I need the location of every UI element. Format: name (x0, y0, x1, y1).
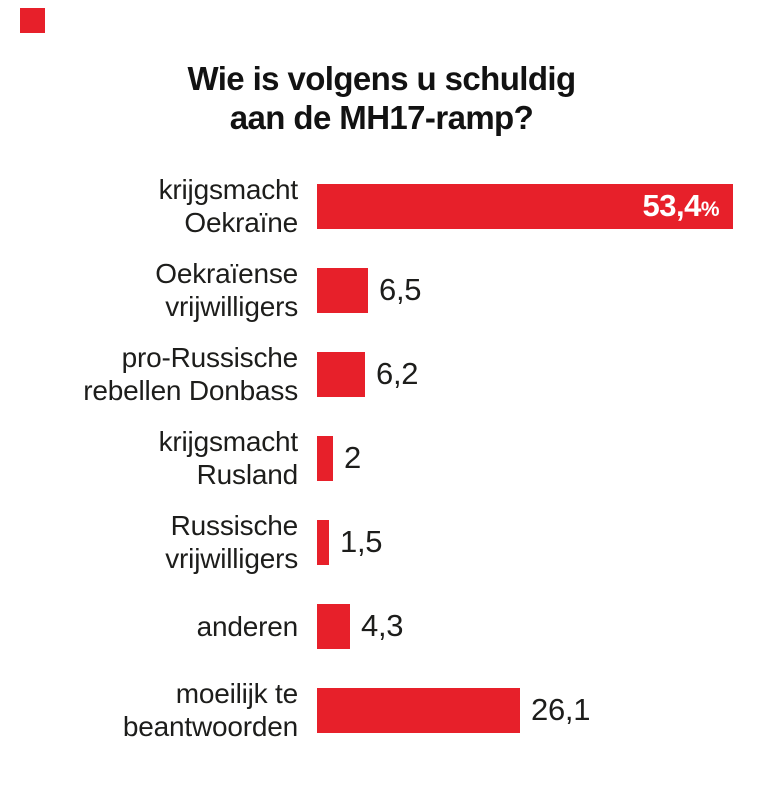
bar-track: 53,4% (317, 183, 733, 229)
bar-row: moeilijk te beantwoorden 26,1 (0, 668, 763, 752)
category-label: Oekraïense vrijwilligers (155, 258, 298, 322)
bar-value-outside: 6,5 (379, 272, 422, 307)
bar-row: Russische vrijwilligers 1,5 (0, 500, 763, 584)
bar-value-outside: 2 (344, 440, 361, 475)
bar-track: 1,5 (317, 519, 383, 565)
category-label: Russische vrijwilligers (165, 510, 298, 574)
bar (317, 267, 368, 313)
bar-row: Oekraïense vrijwilligers 6,5 (0, 248, 763, 332)
chart-title: Wie is volgens u schuldig aan de MH17-ra… (0, 59, 763, 137)
category-label: krijgsmacht Oekraïne (158, 174, 299, 238)
bar-value-inside-number: 53,4 (642, 188, 701, 223)
bar-track: 6,2 (317, 351, 419, 397)
bar-value-inside-unit: % (700, 198, 720, 221)
category-label: moeilijk te beantwoorden (122, 678, 298, 742)
bar-value-inside: 53,4% (642, 188, 719, 224)
bar-track: 2 (317, 435, 361, 481)
bar-row: pro-Russische rebellen Donbass 6,2 (0, 332, 763, 416)
bar (317, 687, 520, 733)
bar-track: 26,1 (317, 687, 591, 733)
category-label: pro-Russische rebellen Donbass (83, 342, 298, 406)
bar (317, 519, 329, 565)
bar-row: krijgsmacht Oekraïne 53,4% (0, 164, 763, 248)
bar-value-outside: 26,1 (531, 692, 591, 727)
bar-value-outside: 1,5 (340, 524, 383, 559)
chart-title-line1: Wie is volgens u schuldig (187, 60, 576, 97)
category-label: krijgsmacht Rusland (158, 426, 299, 490)
brand-square-logo (20, 8, 45, 33)
bar (317, 351, 365, 397)
bar-track: 6,5 (317, 267, 422, 313)
bar-track: 4,3 (317, 603, 404, 649)
bar-row: anderen 4,3 (0, 584, 763, 668)
bar (317, 435, 333, 481)
bar-row: krijgsmacht Rusland 2 (0, 416, 763, 500)
bar-value-outside: 4,3 (361, 608, 404, 643)
bar: 53,4% (317, 183, 733, 229)
bar-value-outside: 6,2 (376, 356, 419, 391)
bar-rows: krijgsmacht Oekraïne 53,4% Oekraïense vrij… (0, 164, 763, 752)
bar (317, 603, 350, 649)
category-label: anderen (196, 610, 299, 642)
chart-title-line2: aan de MH17-ramp? (229, 99, 534, 136)
